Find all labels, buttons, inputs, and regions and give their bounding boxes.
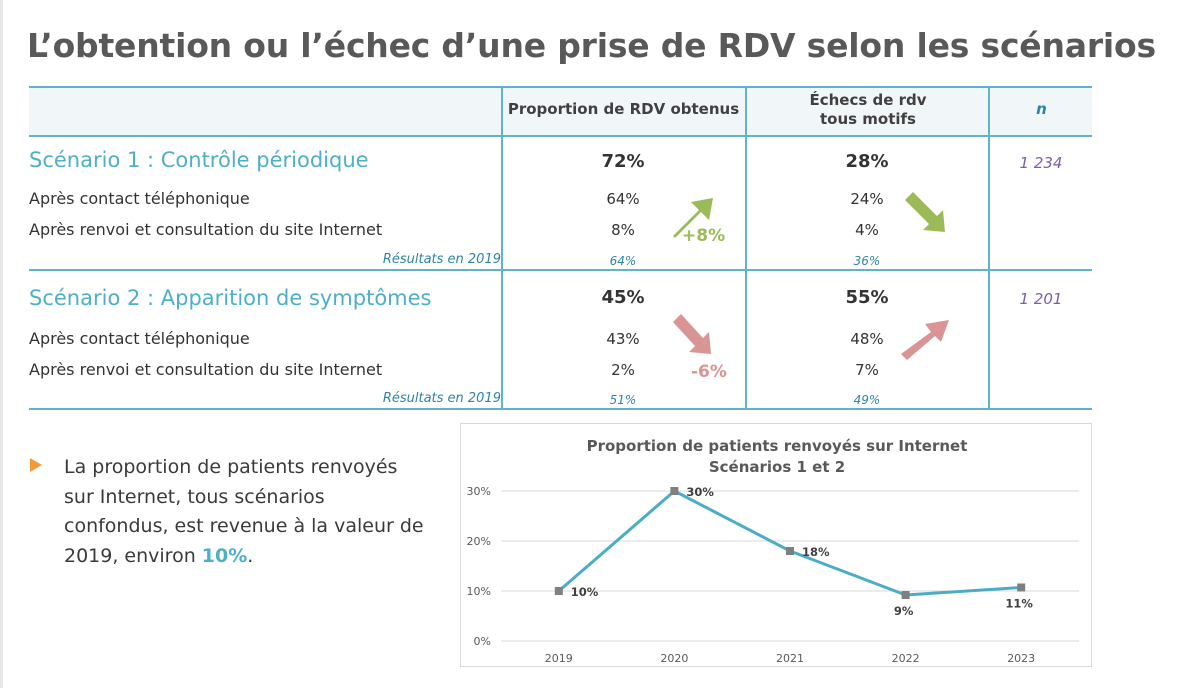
arrow-down-right-icon xyxy=(673,314,711,354)
data-point-marker xyxy=(1017,583,1026,592)
x-tick-label: 2019 xyxy=(545,652,573,665)
chart-svg: Proportion de patients renvoyés sur Inte… xyxy=(467,437,1079,665)
column-divider xyxy=(501,86,503,410)
failures-value: 4% xyxy=(855,221,879,239)
triangle-right-icon xyxy=(30,458,42,472)
table-header xyxy=(29,86,1092,137)
scenario-title: Scénario 2 : Apparition de symptômes xyxy=(29,286,432,310)
summary-text: La proportion de patients renvoyés sur I… xyxy=(64,453,424,571)
obtained-total: 45% xyxy=(601,287,645,308)
arrow-up-right-icon xyxy=(673,198,713,238)
scenario-title: Scénario 1 : Contrôle périodique xyxy=(29,148,369,172)
obtained-2019: 64% xyxy=(609,254,637,268)
x-tick-label: 2022 xyxy=(892,652,920,665)
failures-value: 24% xyxy=(850,190,884,208)
obtained-value: 64% xyxy=(606,190,640,208)
n-value: 1 234 xyxy=(1019,154,1063,172)
obtained-total: 72% xyxy=(601,151,645,172)
obtained-value: 43% xyxy=(606,330,640,348)
failures-value: 7% xyxy=(855,361,879,379)
results-2019-label: Résultats en 2019 xyxy=(382,391,501,406)
arrow-down-right-icon xyxy=(905,192,945,232)
row-divider xyxy=(29,269,1092,271)
column-divider xyxy=(745,86,747,410)
obtained-2019: 51% xyxy=(609,393,637,407)
row-label: Après contact téléphonique xyxy=(29,329,250,348)
summary-text-end: . xyxy=(247,544,254,567)
failures-total: 55% xyxy=(845,287,889,308)
failures-value: 48% xyxy=(850,330,884,348)
y-tick-label: 20% xyxy=(467,535,491,548)
page-title: L’obtention ou l’échec d’une prise de RD… xyxy=(27,26,1156,65)
results-2019-label: Résultats en 2019 xyxy=(382,252,501,267)
line-chart: Proportion de patients renvoyés sur Inte… xyxy=(460,423,1092,667)
y-tick-label: 30% xyxy=(467,485,491,498)
obtained-value: 2% xyxy=(611,361,635,379)
column-divider xyxy=(988,86,990,410)
data-point-marker xyxy=(901,591,910,599)
y-tick-label: 0% xyxy=(474,635,491,648)
row-label: Après contact téléphonique xyxy=(29,189,250,208)
header-n: n xyxy=(1036,100,1047,118)
arrow-up-right-icon xyxy=(901,320,949,360)
header-obtained: Proportion de RDV obtenus xyxy=(507,100,740,118)
obtained-value: 8% xyxy=(611,221,635,239)
slide-edge xyxy=(0,0,3,688)
summary-text-main: La proportion de patients renvoyés sur I… xyxy=(64,456,424,567)
series-line xyxy=(557,489,1022,597)
failures-total: 28% xyxy=(845,151,889,172)
header-failures-line1: Échecs de rdv xyxy=(809,90,927,109)
row-label: Après renvoi et consultation du site Int… xyxy=(29,220,383,239)
chart-subtitle: Scénarios 1 et 2 xyxy=(709,458,845,476)
x-tick-label: 2023 xyxy=(1007,652,1035,665)
failures-2019: 49% xyxy=(853,393,881,407)
data-point-marker xyxy=(786,547,794,555)
data-label: 11% xyxy=(1005,597,1033,611)
delta-badge: -6% xyxy=(691,362,727,382)
data-label: 10% xyxy=(571,585,599,599)
failures-2019: 36% xyxy=(853,254,881,268)
data-point-marker xyxy=(554,587,563,595)
y-tick-label: 10% xyxy=(467,585,491,598)
data-label: 18% xyxy=(802,545,830,559)
data-label: 9% xyxy=(894,604,914,618)
row-label: Après renvoi et consultation du site Int… xyxy=(29,360,383,379)
row-divider xyxy=(29,408,1092,410)
chart-title: Proportion de patients renvoyés sur Inte… xyxy=(587,437,968,455)
data-label: 30% xyxy=(686,485,714,499)
x-tick-label: 2021 xyxy=(776,652,804,665)
n-value: 1 201 xyxy=(1019,290,1063,308)
x-tick-label: 2020 xyxy=(660,652,688,665)
summary-highlight: 10% xyxy=(201,544,248,567)
header-failures-line2: tous motifs xyxy=(819,109,916,128)
header-failures: Échecs de rdv tous motifs xyxy=(747,86,989,133)
delta-badge: +8% xyxy=(682,226,726,246)
data-point-marker xyxy=(670,487,679,495)
